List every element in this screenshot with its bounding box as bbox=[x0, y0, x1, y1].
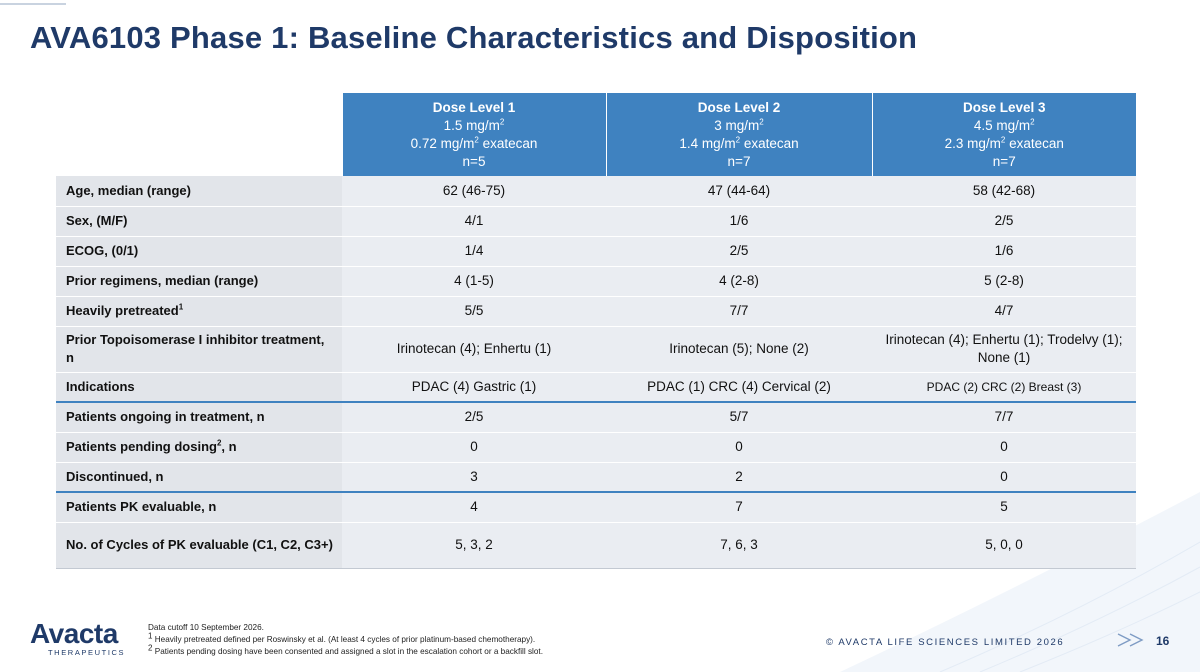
table-header-row: Dose Level 1 1.5 mg/m2 0.72 mg/m2 exatec… bbox=[56, 93, 1136, 176]
baseline-characteristics-table: Dose Level 1 1.5 mg/m2 0.72 mg/m2 exatec… bbox=[56, 93, 1136, 569]
cell-dose-level-3: Irinotecan (4); Enhertu (1); Trodelvy (1… bbox=[872, 326, 1136, 373]
row-label: No. of Cycles of PK evaluable (C1, C2, C… bbox=[56, 522, 342, 569]
dose-amount: 1.5 mg/m2 bbox=[443, 117, 505, 133]
cell-dose-level-1: 1/4 bbox=[342, 236, 606, 267]
table-row-sex: Sex, (M/F) 4/1 1/6 2/5 bbox=[56, 206, 1136, 237]
cell-dose-level-1: 4 (1-5) bbox=[342, 266, 606, 297]
table-row-age: Age, median (range) 62 (46-75) 47 (44-64… bbox=[56, 176, 1136, 207]
footnotes: Data cutoff 10 September 2026. 1 Heavily… bbox=[148, 622, 543, 658]
cell-dose-level-3: 7/7 bbox=[872, 401, 1136, 433]
page-number: 16 bbox=[1156, 634, 1170, 648]
row-label: Prior regimens, median (range) bbox=[56, 266, 342, 297]
logo-subtitle-text: THERAPEUTICS bbox=[48, 648, 126, 657]
cell-dose-level-2: Irinotecan (5); None (2) bbox=[606, 326, 872, 373]
table-row-prior-regimens: Prior regimens, median (range) 4 (1-5) 4… bbox=[56, 266, 1136, 297]
table-row-ongoing: Patients ongoing in treatment, n 2/5 5/7… bbox=[56, 401, 1136, 433]
cell-dose-level-2: 0 bbox=[606, 432, 872, 463]
cell-dose-level-2: PDAC (1) CRC (4) Cervical (2) bbox=[606, 372, 872, 403]
row-label: Patients PK evaluable, n bbox=[56, 491, 342, 523]
footnote-2: 2 Patients pending dosing have been cons… bbox=[148, 643, 543, 656]
table-row-pk-cycles: No. of Cycles of PK evaluable (C1, C2, C… bbox=[56, 522, 1136, 569]
cell-dose-level-3: 5 bbox=[872, 491, 1136, 523]
cell-dose-level-3: 1/6 bbox=[872, 236, 1136, 267]
patient-count: n=5 bbox=[462, 153, 486, 169]
avacta-logo: Avacta THERAPEUTICS bbox=[30, 619, 134, 661]
row-label: Indications bbox=[56, 372, 342, 403]
footnote-data-cutoff: Data cutoff 10 September 2026. bbox=[148, 623, 264, 632]
table-row-pk-evaluable: Patients PK evaluable, n 4 7 5 bbox=[56, 491, 1136, 523]
header-dose-level-1: Dose Level 1 1.5 mg/m2 0.72 mg/m2 exatec… bbox=[341, 93, 606, 176]
cell-dose-level-1: 2/5 bbox=[342, 401, 606, 433]
table-row-discontinued: Discontinued, n 3 2 0 bbox=[56, 462, 1136, 493]
row-label: Patients pending dosing2, n bbox=[56, 432, 342, 463]
cell-dose-level-2: 7/7 bbox=[606, 296, 872, 327]
cell-dose-level-2: 1/6 bbox=[606, 206, 872, 237]
cell-dose-level-3: 58 (42-68) bbox=[872, 176, 1136, 207]
cell-dose-level-1: 4/1 bbox=[342, 206, 606, 237]
exatecan-amount: 2.3 mg/m2 exatecan bbox=[944, 135, 1064, 151]
cell-dose-level-1: 5/5 bbox=[342, 296, 606, 327]
cell-dose-level-3: 2/5 bbox=[872, 206, 1136, 237]
top-accent-rule bbox=[0, 3, 66, 5]
copyright-notice: © AVACTA LIFE SCIENCES LIMITED 2026 bbox=[826, 637, 1065, 648]
cell-dose-level-2: 47 (44-64) bbox=[606, 176, 872, 207]
patient-count: n=7 bbox=[727, 153, 751, 169]
cell-dose-level-2: 5/7 bbox=[606, 401, 872, 433]
dose-amount: 4.5 mg/m2 bbox=[973, 117, 1035, 133]
cell-dose-level-3: 0 bbox=[872, 432, 1136, 463]
header-dose-level-3: Dose Level 3 4.5 mg/m2 2.3 mg/m2 exateca… bbox=[871, 93, 1136, 176]
cell-dose-level-2: 4 (2-8) bbox=[606, 266, 872, 297]
double-chevron-right-icon bbox=[1117, 633, 1144, 647]
cell-dose-level-3: 5, 0, 0 bbox=[872, 522, 1136, 569]
cell-dose-level-1: 0 bbox=[342, 432, 606, 463]
patient-count: n=7 bbox=[992, 153, 1016, 169]
cell-dose-level-2: 7 bbox=[606, 491, 872, 523]
dose-level-name: Dose Level 1 bbox=[432, 99, 516, 115]
table-row-indications: Indications PDAC (4) Gastric (1) PDAC (1… bbox=[56, 372, 1136, 403]
row-label: Patients ongoing in treatment, n bbox=[56, 401, 342, 433]
cell-dose-level-3: PDAC (2) CRC (2) Breast (3) bbox=[872, 372, 1136, 403]
cell-dose-level-2: 7, 6, 3 bbox=[606, 522, 872, 569]
row-label: Age, median (range) bbox=[56, 176, 342, 207]
cell-dose-level-1: 3 bbox=[342, 462, 606, 493]
header-dose-level-2: Dose Level 2 3 mg/m2 1.4 mg/m2 exatecan … bbox=[605, 93, 872, 176]
cell-dose-level-3: 5 (2-8) bbox=[872, 266, 1136, 297]
cell-dose-level-1: 62 (46-75) bbox=[342, 176, 606, 207]
cell-dose-level-1: 4 bbox=[342, 491, 606, 523]
cell-dose-level-1: 5, 3, 2 bbox=[342, 522, 606, 569]
row-label: Discontinued, n bbox=[56, 462, 342, 493]
dose-amount: 3 mg/m2 bbox=[714, 117, 764, 133]
cell-dose-level-1: Irinotecan (4); Enhertu (1) bbox=[342, 326, 606, 373]
cell-dose-level-2: 2/5 bbox=[606, 236, 872, 267]
dose-level-name: Dose Level 2 bbox=[697, 99, 781, 115]
cell-dose-level-3: 4/7 bbox=[872, 296, 1136, 327]
row-label: ECOG, (0/1) bbox=[56, 236, 342, 267]
table-row-prior-topo-inhibitor: Prior Topoisomerase I inhibitor treatmen… bbox=[56, 326, 1136, 373]
row-label: Sex, (M/F) bbox=[56, 206, 342, 237]
table-row-heavily-pretreated: Heavily pretreated1 5/5 7/7 4/7 bbox=[56, 296, 1136, 327]
cell-dose-level-1: PDAC (4) Gastric (1) bbox=[342, 372, 606, 403]
exatecan-amount: 1.4 mg/m2 exatecan bbox=[679, 135, 799, 151]
slide-title: AVA6103 Phase 1: Baseline Characteristic… bbox=[30, 20, 918, 55]
footnote-1: 1 Heavily pretreated defined per Roswins… bbox=[148, 631, 536, 644]
row-label: Heavily pretreated1 bbox=[56, 296, 342, 327]
row-label: Prior Topoisomerase I inhibitor treatmen… bbox=[56, 326, 342, 373]
table-row-ecog: ECOG, (0/1) 1/4 2/5 1/6 bbox=[56, 236, 1136, 267]
exatecan-amount: 0.72 mg/m2 exatecan bbox=[410, 135, 538, 151]
cell-dose-level-3: 0 bbox=[872, 462, 1136, 493]
cell-dose-level-2: 2 bbox=[606, 462, 872, 493]
logo-brand-text: Avacta bbox=[30, 618, 118, 649]
dose-level-name: Dose Level 3 bbox=[962, 99, 1046, 115]
table-row-pending-dosing: Patients pending dosing2, n 0 0 0 bbox=[56, 432, 1136, 463]
header-corner-cell bbox=[56, 93, 342, 176]
